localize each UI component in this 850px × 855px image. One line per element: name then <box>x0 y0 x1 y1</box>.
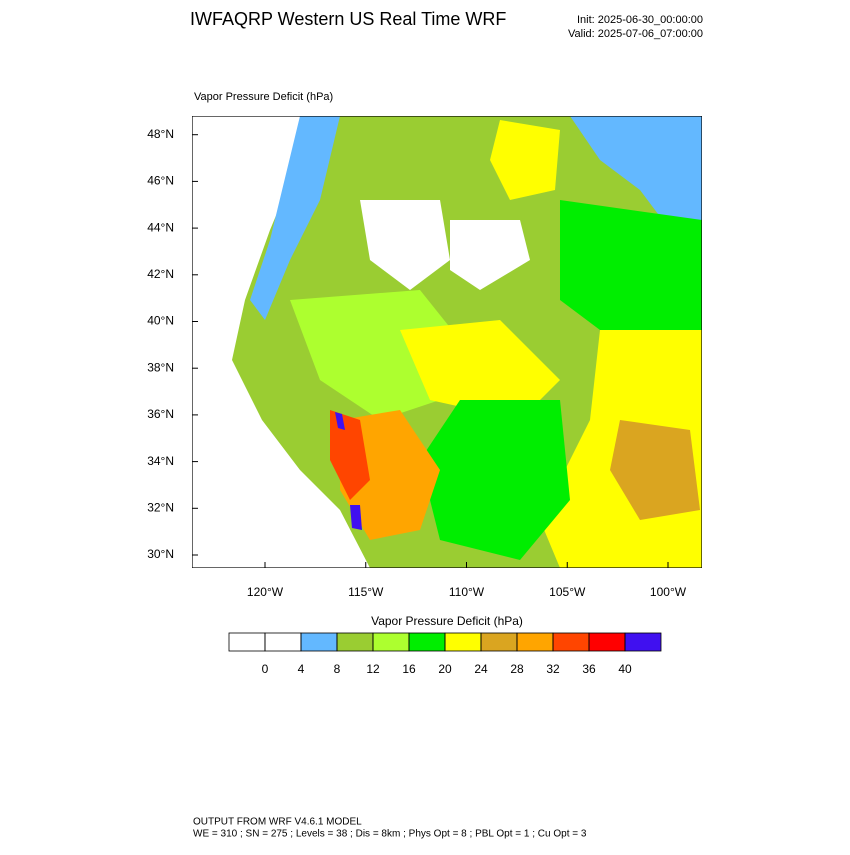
colorbar-box <box>480 632 518 652</box>
footer-line: WE = 310 ; SN = 275 ; Levels = 38 ; Dis … <box>193 829 587 840</box>
lat-tick-label: 48°N <box>147 127 174 141</box>
colorbar-label: 12 <box>366 662 380 676</box>
colorbar-label: 32 <box>546 662 560 676</box>
colorbar-label: 28 <box>510 662 524 676</box>
colorbar-label: 8 <box>334 662 341 676</box>
colorbar-box <box>300 632 338 652</box>
colorbar-box <box>444 632 482 652</box>
footer-line: OUTPUT FROM WRF V4.6.1 MODEL <box>193 817 362 828</box>
lat-tick-label: 46°N <box>147 174 174 188</box>
colorbar-label: 20 <box>438 662 452 676</box>
colorbar-box <box>552 632 590 652</box>
colorbar-box <box>228 632 266 652</box>
lat-tick-label: 36°N <box>147 407 174 421</box>
colorbar-label: 24 <box>474 662 488 676</box>
lon-tick-label: 100°W <box>650 585 687 599</box>
lat-tick-label: 44°N <box>147 220 174 234</box>
lat-tick-label: 34°N <box>147 454 174 468</box>
lat-tick-label: 32°N <box>147 500 174 514</box>
colorbar-box <box>516 632 554 652</box>
colorbar-title: Vapor Pressure Deficit (hPa) <box>371 614 523 628</box>
colorbar-label: 36 <box>582 662 596 676</box>
colorbar-label: 4 <box>298 662 305 676</box>
colorbar-label: 0 <box>262 662 269 676</box>
map-label: Vapor Pressure Deficit (hPa) <box>194 91 333 103</box>
lat-tick-label: 30°N <box>147 547 174 561</box>
lat-tick-label: 40°N <box>147 314 174 328</box>
colorbar-box <box>624 632 662 652</box>
colorbar-box <box>408 632 446 652</box>
colorbar-label: 40 <box>618 662 632 676</box>
lon-tick-label: 105°W <box>549 585 586 599</box>
title: IWFAQRP Western US Real Time WRF <box>190 9 506 29</box>
lat-tick-label: 42°N <box>147 267 174 281</box>
init-time: Init: 2025-06-30_00:00:00 <box>577 14 703 26</box>
colorbar-label: 16 <box>402 662 416 676</box>
colorbar-box <box>588 632 626 652</box>
colorbar-box <box>336 632 374 652</box>
colorbar-box <box>372 632 410 652</box>
lon-tick-label: 115°W <box>348 585 384 599</box>
lon-tick-label: 110°W <box>449 585 485 599</box>
valid-time: Valid: 2025-07-06_07:00:00 <box>568 28 703 40</box>
colorbar-box <box>264 632 302 652</box>
lon-tick-label: 120°W <box>247 585 284 599</box>
map-field <box>192 116 702 568</box>
lat-tick-label: 38°N <box>147 360 174 374</box>
